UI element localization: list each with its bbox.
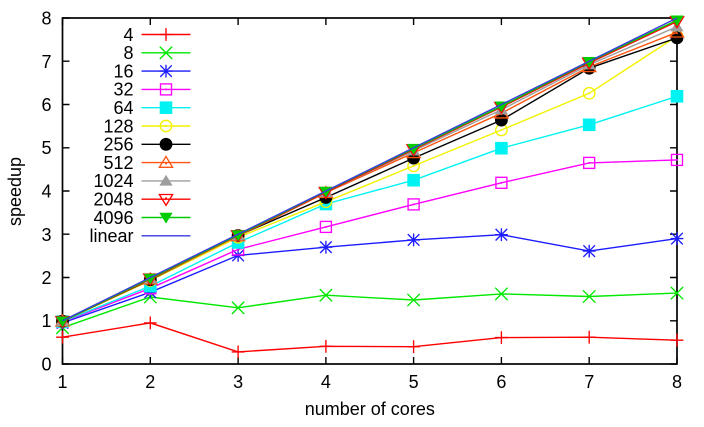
svg-text:0: 0 bbox=[41, 355, 51, 375]
svg-text:1024: 1024 bbox=[93, 171, 133, 191]
svg-text:4096: 4096 bbox=[93, 208, 133, 228]
svg-text:2: 2 bbox=[41, 268, 51, 288]
svg-text:8: 8 bbox=[123, 43, 133, 63]
svg-text:16: 16 bbox=[113, 61, 133, 81]
svg-text:512: 512 bbox=[103, 153, 133, 173]
svg-text:linear: linear bbox=[89, 226, 133, 246]
svg-text:32: 32 bbox=[113, 80, 133, 100]
svg-text:8: 8 bbox=[41, 9, 51, 29]
svg-text:2048: 2048 bbox=[93, 190, 133, 210]
svg-text:4: 4 bbox=[41, 182, 51, 202]
svg-text:3: 3 bbox=[233, 372, 243, 392]
svg-text:128: 128 bbox=[103, 116, 133, 136]
svg-text:7: 7 bbox=[41, 52, 51, 72]
svg-text:6: 6 bbox=[41, 95, 51, 115]
svg-text:4: 4 bbox=[321, 372, 331, 392]
svg-text:1: 1 bbox=[57, 372, 67, 392]
svg-text:3: 3 bbox=[41, 225, 51, 245]
svg-text:1: 1 bbox=[41, 311, 51, 331]
svg-text:256: 256 bbox=[103, 135, 133, 155]
svg-text:speedup: speedup bbox=[5, 157, 25, 226]
svg-text:number of cores: number of cores bbox=[305, 399, 435, 419]
svg-text:7: 7 bbox=[584, 372, 594, 392]
svg-text:8: 8 bbox=[672, 372, 682, 392]
svg-text:6: 6 bbox=[496, 372, 506, 392]
svg-text:5: 5 bbox=[41, 138, 51, 158]
svg-text:5: 5 bbox=[409, 372, 419, 392]
svg-text:64: 64 bbox=[113, 98, 133, 118]
svg-text:2: 2 bbox=[145, 372, 155, 392]
svg-text:4: 4 bbox=[123, 25, 133, 45]
